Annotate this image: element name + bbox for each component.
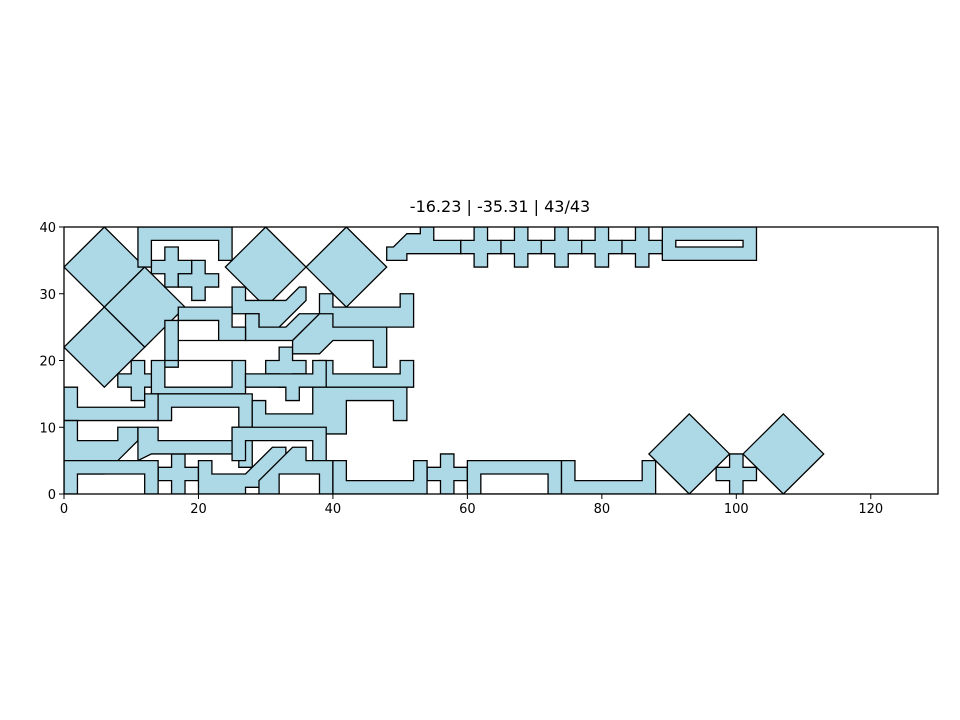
x-tick-label: 40	[325, 502, 342, 517]
piece-bracket-low-3	[231, 426, 327, 462]
piece-plus-2	[177, 259, 220, 302]
piece-diamond-5	[305, 227, 388, 309]
x-tick-label: 120	[858, 502, 883, 517]
piece-bracket-mid-2	[157, 393, 253, 428]
x-tick-label: 100	[724, 502, 749, 517]
x-axis: 0 20 40 60 80 100 120	[60, 494, 883, 517]
piece-diamond-3	[64, 306, 146, 389]
piece-l-mid-1	[318, 293, 415, 328]
piece-plus-12	[621, 227, 663, 268]
piece-plus-7	[715, 453, 758, 494]
piece-l-mid-2	[318, 359, 415, 388]
plot-area	[64, 227, 825, 494]
piece-bracket-mid-1	[64, 386, 159, 422]
piece-plus-6	[426, 453, 469, 494]
y-tick-label: 10	[39, 421, 56, 436]
piece-plus-10	[540, 227, 583, 268]
x-tick-label: 60	[459, 502, 476, 517]
piece-slant-top-1	[386, 227, 462, 262]
y-axis: 0 10 20 30 40	[39, 221, 64, 503]
y-tick-label: 0	[48, 488, 56, 503]
x-tick-label: 20	[190, 502, 207, 517]
y-tick-label: 20	[39, 355, 56, 370]
x-tick-label: 80	[594, 502, 611, 517]
piece-slant-mid-1	[291, 313, 388, 368]
piece-plus-5	[157, 453, 200, 494]
y-tick-label: 30	[39, 288, 56, 303]
piece-plus-8	[460, 227, 502, 268]
piece-diamond-6	[647, 412, 731, 494]
piece-u-mid-2	[150, 359, 247, 395]
piece-u-mid-3	[244, 359, 327, 402]
piece-u-low-4	[560, 459, 657, 494]
x-tick-label: 0	[60, 502, 68, 517]
y-tick-label: 40	[39, 221, 56, 236]
piece-diamond-7	[742, 412, 825, 494]
piece-u-low-1	[64, 459, 159, 494]
piece-bracket-low-2	[137, 426, 253, 468]
piece-bracket-top-1	[137, 227, 233, 268]
piece-bracket-top-2	[661, 227, 758, 262]
piece-u-mid-1	[164, 306, 247, 368]
piece-plus-11	[581, 227, 623, 268]
chart-title: -16.23 | -35.31 | 43/43	[410, 197, 590, 216]
piece-plus-9	[500, 227, 542, 268]
piece-u-low-3	[466, 459, 563, 494]
piece-u-low-2	[332, 459, 428, 494]
piece-u-mid-4	[251, 386, 408, 435]
